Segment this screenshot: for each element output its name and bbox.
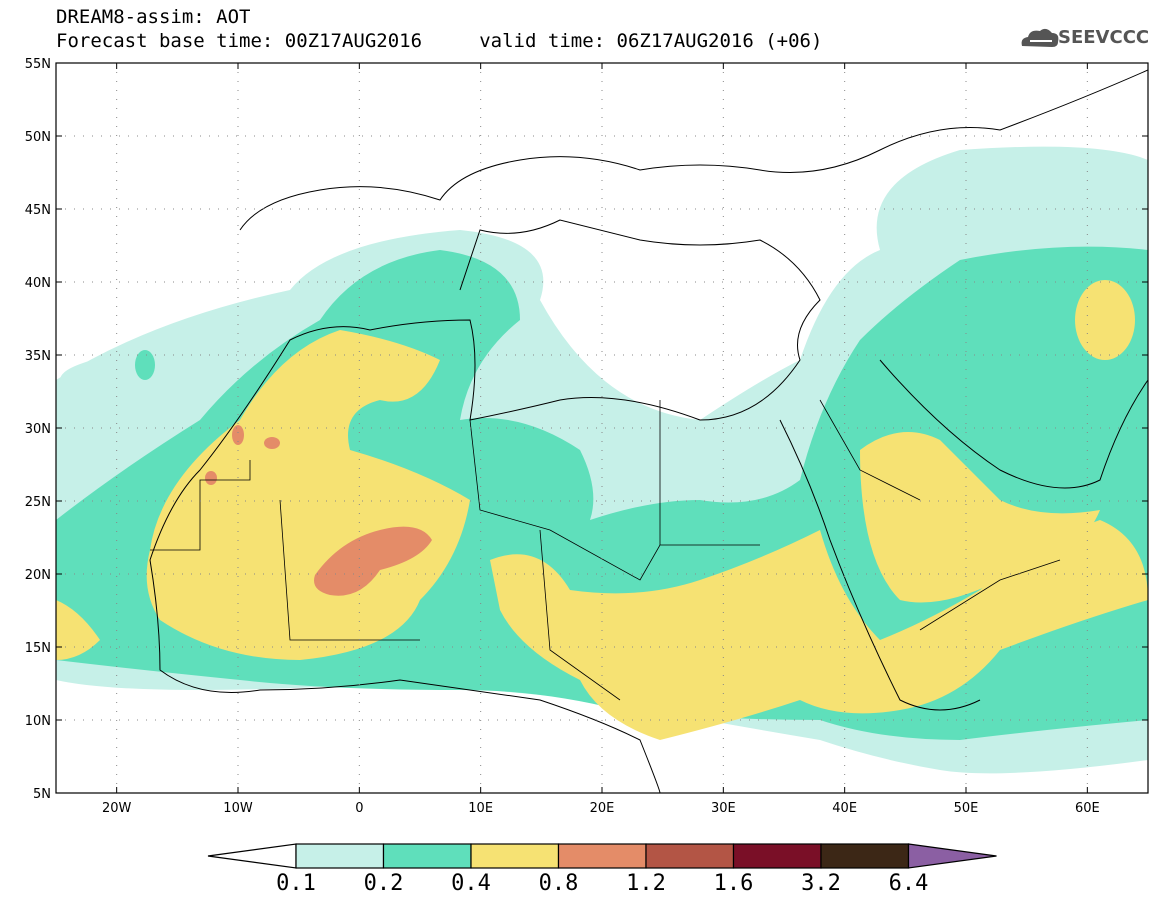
colorbar-swatch: [470, 843, 560, 869]
lon-label: 20E: [590, 801, 615, 816]
lat-label: 15N: [25, 641, 51, 656]
colorbar-label: 1.6: [714, 871, 754, 896]
colorbar-swatch: [732, 843, 822, 869]
lon-label: 10W: [223, 801, 253, 816]
colorbar-label: 0.4: [451, 871, 491, 896]
lat-label: 35N: [25, 349, 51, 364]
colorbar-swatch: [645, 843, 735, 869]
colorbar-label: 1.2: [626, 871, 666, 896]
colorbar-swatch: [820, 843, 910, 869]
colorbar-label: 0.2: [364, 871, 404, 896]
colorbar-label: 3.2: [801, 871, 841, 896]
colorbar-swatch: [382, 843, 472, 869]
colorbar-arrow-high: [907, 843, 997, 869]
cloud-icon: [1021, 28, 1059, 47]
coastlines: [149, 69, 1148, 793]
borders: [150, 399, 1061, 701]
seevccc-logo: [1021, 28, 1059, 47]
aot-level-0.8: [205, 425, 432, 596]
longitude-labels: 20W 10W 0 10E 20E 30E 40E 50E 60E: [102, 801, 1100, 816]
axis-ticks: [56, 62, 1148, 794]
colorbar-swatch: [557, 843, 647, 869]
lon-label: 20W: [102, 801, 132, 816]
aot-level-0.4: [56, 280, 1148, 740]
colorbar-label: 6.4: [889, 871, 929, 896]
colorbar-label: 0.8: [539, 871, 579, 896]
gridlines: [56, 63, 1148, 793]
lat-label: 25N: [25, 495, 51, 510]
colorbar-swatch: [295, 843, 385, 869]
lat-label: 50N: [25, 130, 51, 145]
lat-label: 45N: [25, 203, 51, 218]
lon-label: 40E: [832, 801, 857, 816]
lat-label: 40N: [25, 276, 51, 291]
colorbar-arrow-low: [207, 843, 297, 869]
lon-label: 60E: [1075, 801, 1100, 816]
colorbar-label: 0.1: [276, 871, 316, 896]
forecast-times: Forecast base time: 00Z17AUG2016 valid t…: [56, 30, 823, 52]
lat-label: 55N: [25, 57, 51, 72]
lon-label: 0: [355, 801, 363, 816]
latitude-labels: 55N 50N 45N 40N 35N 30N 25N 20N 15N 10N 5N: [25, 57, 51, 802]
lon-label: 30E: [711, 801, 736, 816]
map-title: DREAM8-assim: AOT: [56, 6, 251, 28]
lat-label: 5N: [33, 787, 51, 802]
logo-text: SEEVCCC: [1058, 27, 1150, 48]
lon-label: 10E: [468, 801, 493, 816]
lat-label: 30N: [25, 422, 51, 437]
lat-label: 20N: [25, 568, 51, 583]
lat-label: 10N: [25, 714, 51, 729]
lon-label: 50E: [954, 801, 979, 816]
